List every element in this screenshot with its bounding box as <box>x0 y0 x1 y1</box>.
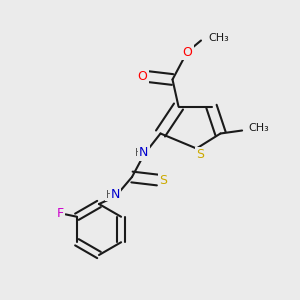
Text: F: F <box>57 207 64 220</box>
Text: H: H <box>106 190 114 200</box>
Text: S: S <box>196 148 204 161</box>
Text: O: O <box>138 70 147 83</box>
Text: CH₃: CH₃ <box>248 123 269 133</box>
Text: S: S <box>160 173 167 187</box>
Text: CH₃: CH₃ <box>208 33 229 43</box>
Text: N: N <box>139 146 148 160</box>
Text: H: H <box>135 148 142 158</box>
Text: N: N <box>111 188 120 202</box>
Text: O: O <box>183 46 192 59</box>
